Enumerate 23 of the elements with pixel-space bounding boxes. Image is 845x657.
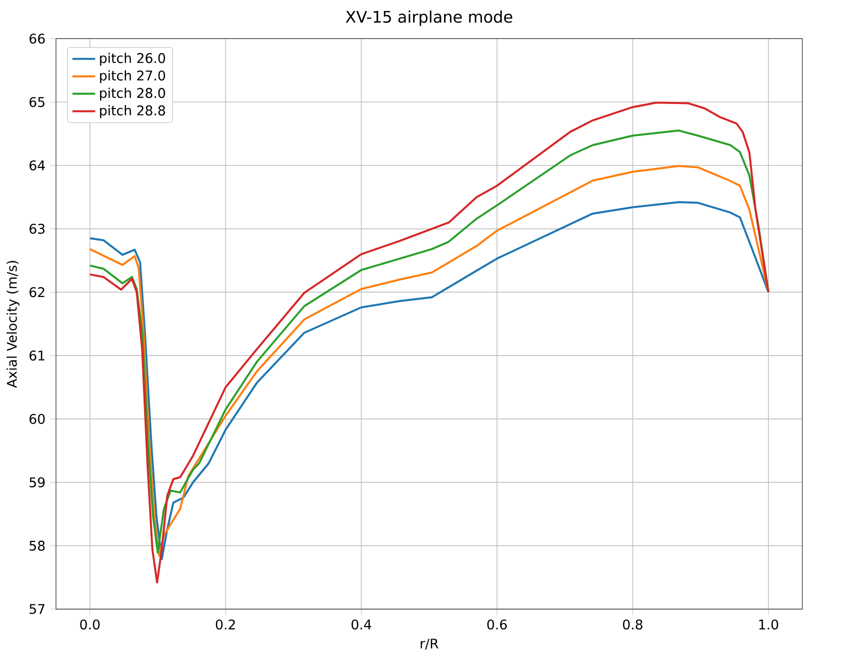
y-tick-label: 64 [30, 160, 45, 170]
legend-label: pitch 28.8 [100, 105, 166, 118]
y-tick-label: 59 [30, 477, 45, 488]
y-tick-label: 62 [30, 287, 44, 298]
x-tick-label: 1.0 [759, 619, 778, 630]
x-axis-title: r/R [420, 638, 438, 650]
y-tick-label: 66 [30, 34, 45, 44]
legend-label: pitch 27.0 [100, 70, 166, 84]
chart-title: XV-15 airplane mode [346, 10, 512, 26]
y-tick-label: 63 [30, 224, 45, 234]
y-tick-label: 57 [30, 604, 44, 614]
y-tick-label: 60 [30, 414, 45, 424]
x-tick-label: 0.8 [623, 619, 642, 630]
legend-label: pitch 28.0 [100, 88, 166, 101]
y-axis-title: Axial Velocity (m/s) [6, 260, 20, 388]
y-tick-label: 65 [30, 96, 44, 108]
legend-label: pitch 26.0 [100, 52, 166, 66]
x-tick-label: 0.2 [216, 619, 235, 630]
y-tick-label: 61 [30, 350, 44, 361]
x-tick-label: 0.4 [352, 619, 372, 630]
y-tick-label: 58 [30, 540, 45, 551]
x-tick-label: 0.0 [80, 619, 100, 630]
x-tick-label: 0.6 [487, 619, 507, 630]
